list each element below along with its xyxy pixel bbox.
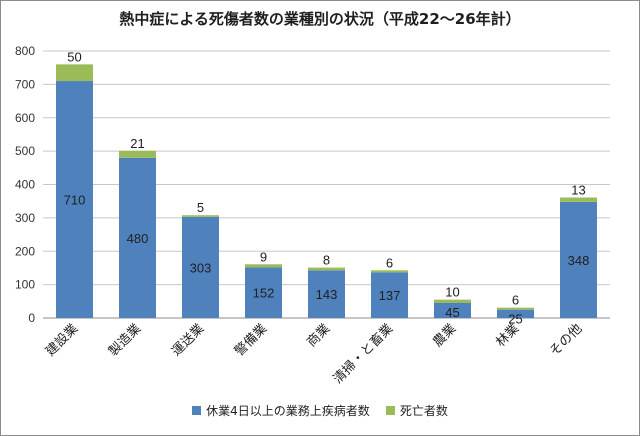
bar-injuries (308, 270, 345, 318)
y-tick-label: 0 (28, 311, 35, 325)
x-tick-label: 建設業 (42, 321, 81, 360)
x-tick-label: その他 (547, 321, 585, 359)
data-label-injuries: 303 (190, 260, 212, 275)
legend-swatch-series-2 (385, 406, 395, 415)
legend-swatch-series-1 (192, 406, 202, 415)
y-tick-label: 800 (15, 44, 35, 58)
legend-item-series-2: 死亡者数 (385, 402, 448, 419)
x-tick-label: 製造業 (105, 321, 144, 360)
y-tick-label: 300 (15, 211, 35, 225)
x-tick-label: 農業 (430, 321, 460, 351)
data-label-deaths: 6 (512, 293, 519, 308)
bar-deaths (119, 150, 156, 158)
bar-injuries (56, 81, 93, 318)
x-tick-label: 商業 (304, 321, 334, 351)
bar-injuries (434, 302, 471, 318)
bar-deaths (182, 215, 219, 217)
bar-injuries (497, 309, 534, 318)
data-label-injuries: 45 (445, 305, 459, 320)
bar-deaths (308, 267, 345, 271)
data-label-deaths: 21 (130, 136, 144, 151)
bar-deaths (560, 197, 597, 202)
y-tick-label: 100 (15, 278, 35, 292)
legend-label-series-1: 休業4日以上の業務上疾病者数 (206, 404, 370, 418)
bar-deaths (371, 270, 408, 273)
chart-title: 熱中症による死傷者数の業種別の状況（平成22～26年計） (119, 10, 521, 28)
bar-injuries (560, 201, 597, 318)
bar-injuries (182, 216, 219, 318)
data-label-injuries: 25 (508, 312, 522, 327)
legend-label-series-2: 死亡者数 (399, 404, 448, 418)
x-tick-label: 運送業 (168, 321, 207, 360)
data-label-injuries: 480 (127, 231, 149, 246)
bar-deaths (56, 64, 93, 82)
x-tick-label: 清掃・と畜業 (330, 321, 396, 387)
y-tick-label: 600 (15, 111, 35, 125)
bar-deaths (434, 299, 471, 303)
data-label-injuries: 710 (64, 193, 86, 208)
x-tick-label: 警備業 (231, 321, 270, 360)
bar-injuries (119, 157, 156, 318)
y-tick-label: 700 (15, 77, 35, 91)
data-label-injuries: 348 (568, 253, 590, 268)
y-tick-label: 400 (15, 178, 35, 192)
data-label-deaths: 10 (445, 285, 459, 300)
data-label-deaths: 8 (323, 253, 330, 268)
data-label-deaths: 5 (197, 200, 204, 215)
bars (56, 64, 597, 318)
data-label-deaths: 50 (67, 49, 81, 64)
y-axis-ticks: 0 100 200 300 400 500 600 700 800 (15, 44, 35, 325)
bar-deaths (497, 307, 534, 310)
data-label-injuries: 152 (253, 286, 275, 301)
data-label-deaths: 13 (571, 183, 585, 198)
data-label-deaths: 9 (260, 249, 267, 264)
data-label-injuries: 143 (316, 287, 338, 302)
legend: 休業4日以上の業務上疾病者数 死亡者数 (0, 402, 640, 419)
data-labels: 710 50 480 21 303 5 152 9 143 8 137 6 45 10 25 6 348 13 (64, 49, 590, 326)
bar-injuries (371, 272, 408, 318)
data-label-deaths: 6 (386, 255, 393, 270)
data-label-injuries: 137 (379, 288, 401, 303)
bar-injuries (245, 267, 282, 318)
y-tick-label: 200 (15, 244, 35, 258)
legend-item-series-1: 休業4日以上の業務上疾病者数 (192, 402, 370, 419)
bar-deaths (245, 264, 282, 268)
y-tick-label: 500 (15, 144, 35, 158)
